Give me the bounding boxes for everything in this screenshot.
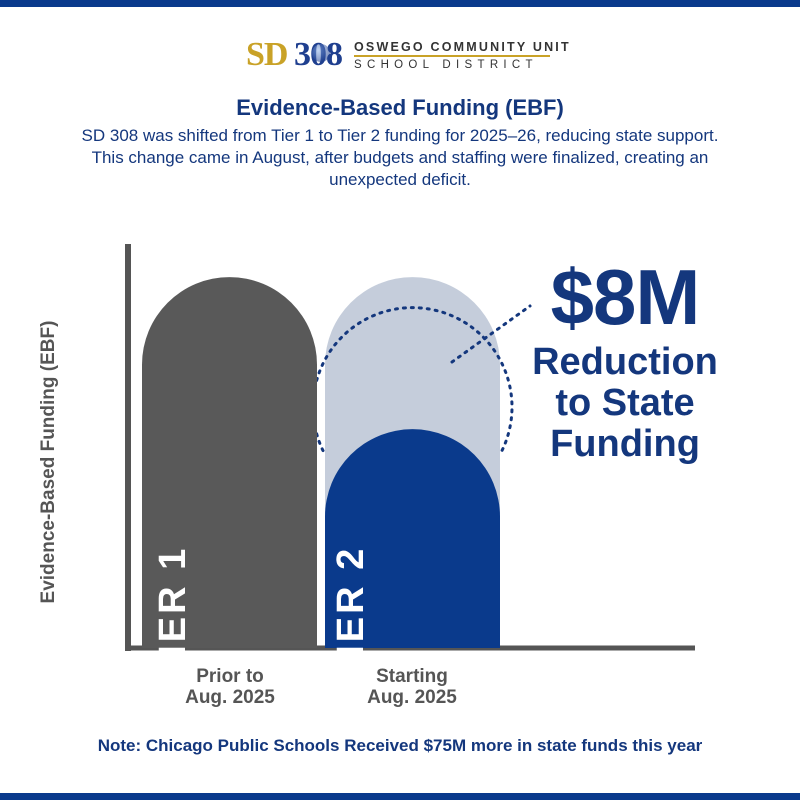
- bottom-border: [0, 793, 800, 800]
- reduction-caption: Reduction to State Funding: [532, 341, 718, 465]
- logo-divider: [354, 55, 550, 57]
- y-axis-label: Evidence-Based Funding (EBF): [38, 320, 59, 604]
- x-tick-label-starting: Starting Aug. 2025: [367, 666, 457, 708]
- tier2-label: TIER 2: [330, 545, 372, 682]
- top-border: [0, 0, 800, 7]
- logo-district-type: SCHOOL DISTRICT: [354, 59, 538, 71]
- logo-district-name: OSWEGO COMMUNITY UNIT: [354, 40, 571, 54]
- footnote: Note: Chicago Public Schools Received $7…: [97, 736, 703, 755]
- tier2-reduction-outline: [311, 306, 514, 453]
- x-tick-label-prior: Prior to Aug. 2025: [185, 666, 275, 708]
- bar-tier1: [142, 277, 317, 648]
- page-title: Evidence-Based Funding (EBF): [236, 95, 564, 120]
- logo-sd: SD: [246, 36, 288, 73]
- district-logo: SD 308 OSWEGO COMMUNITY UNIT SCHOOL DIST…: [246, 34, 569, 74]
- page-description: SD 308 was shifted from Tier 1 to Tier 2…: [81, 126, 719, 189]
- globe-icon: [312, 44, 330, 62]
- reduction-amount: $8M: [550, 253, 701, 341]
- callout-dotted-line: [450, 304, 532, 364]
- bar-tier2: [325, 429, 500, 648]
- tier1-label: TIER 1: [152, 545, 194, 682]
